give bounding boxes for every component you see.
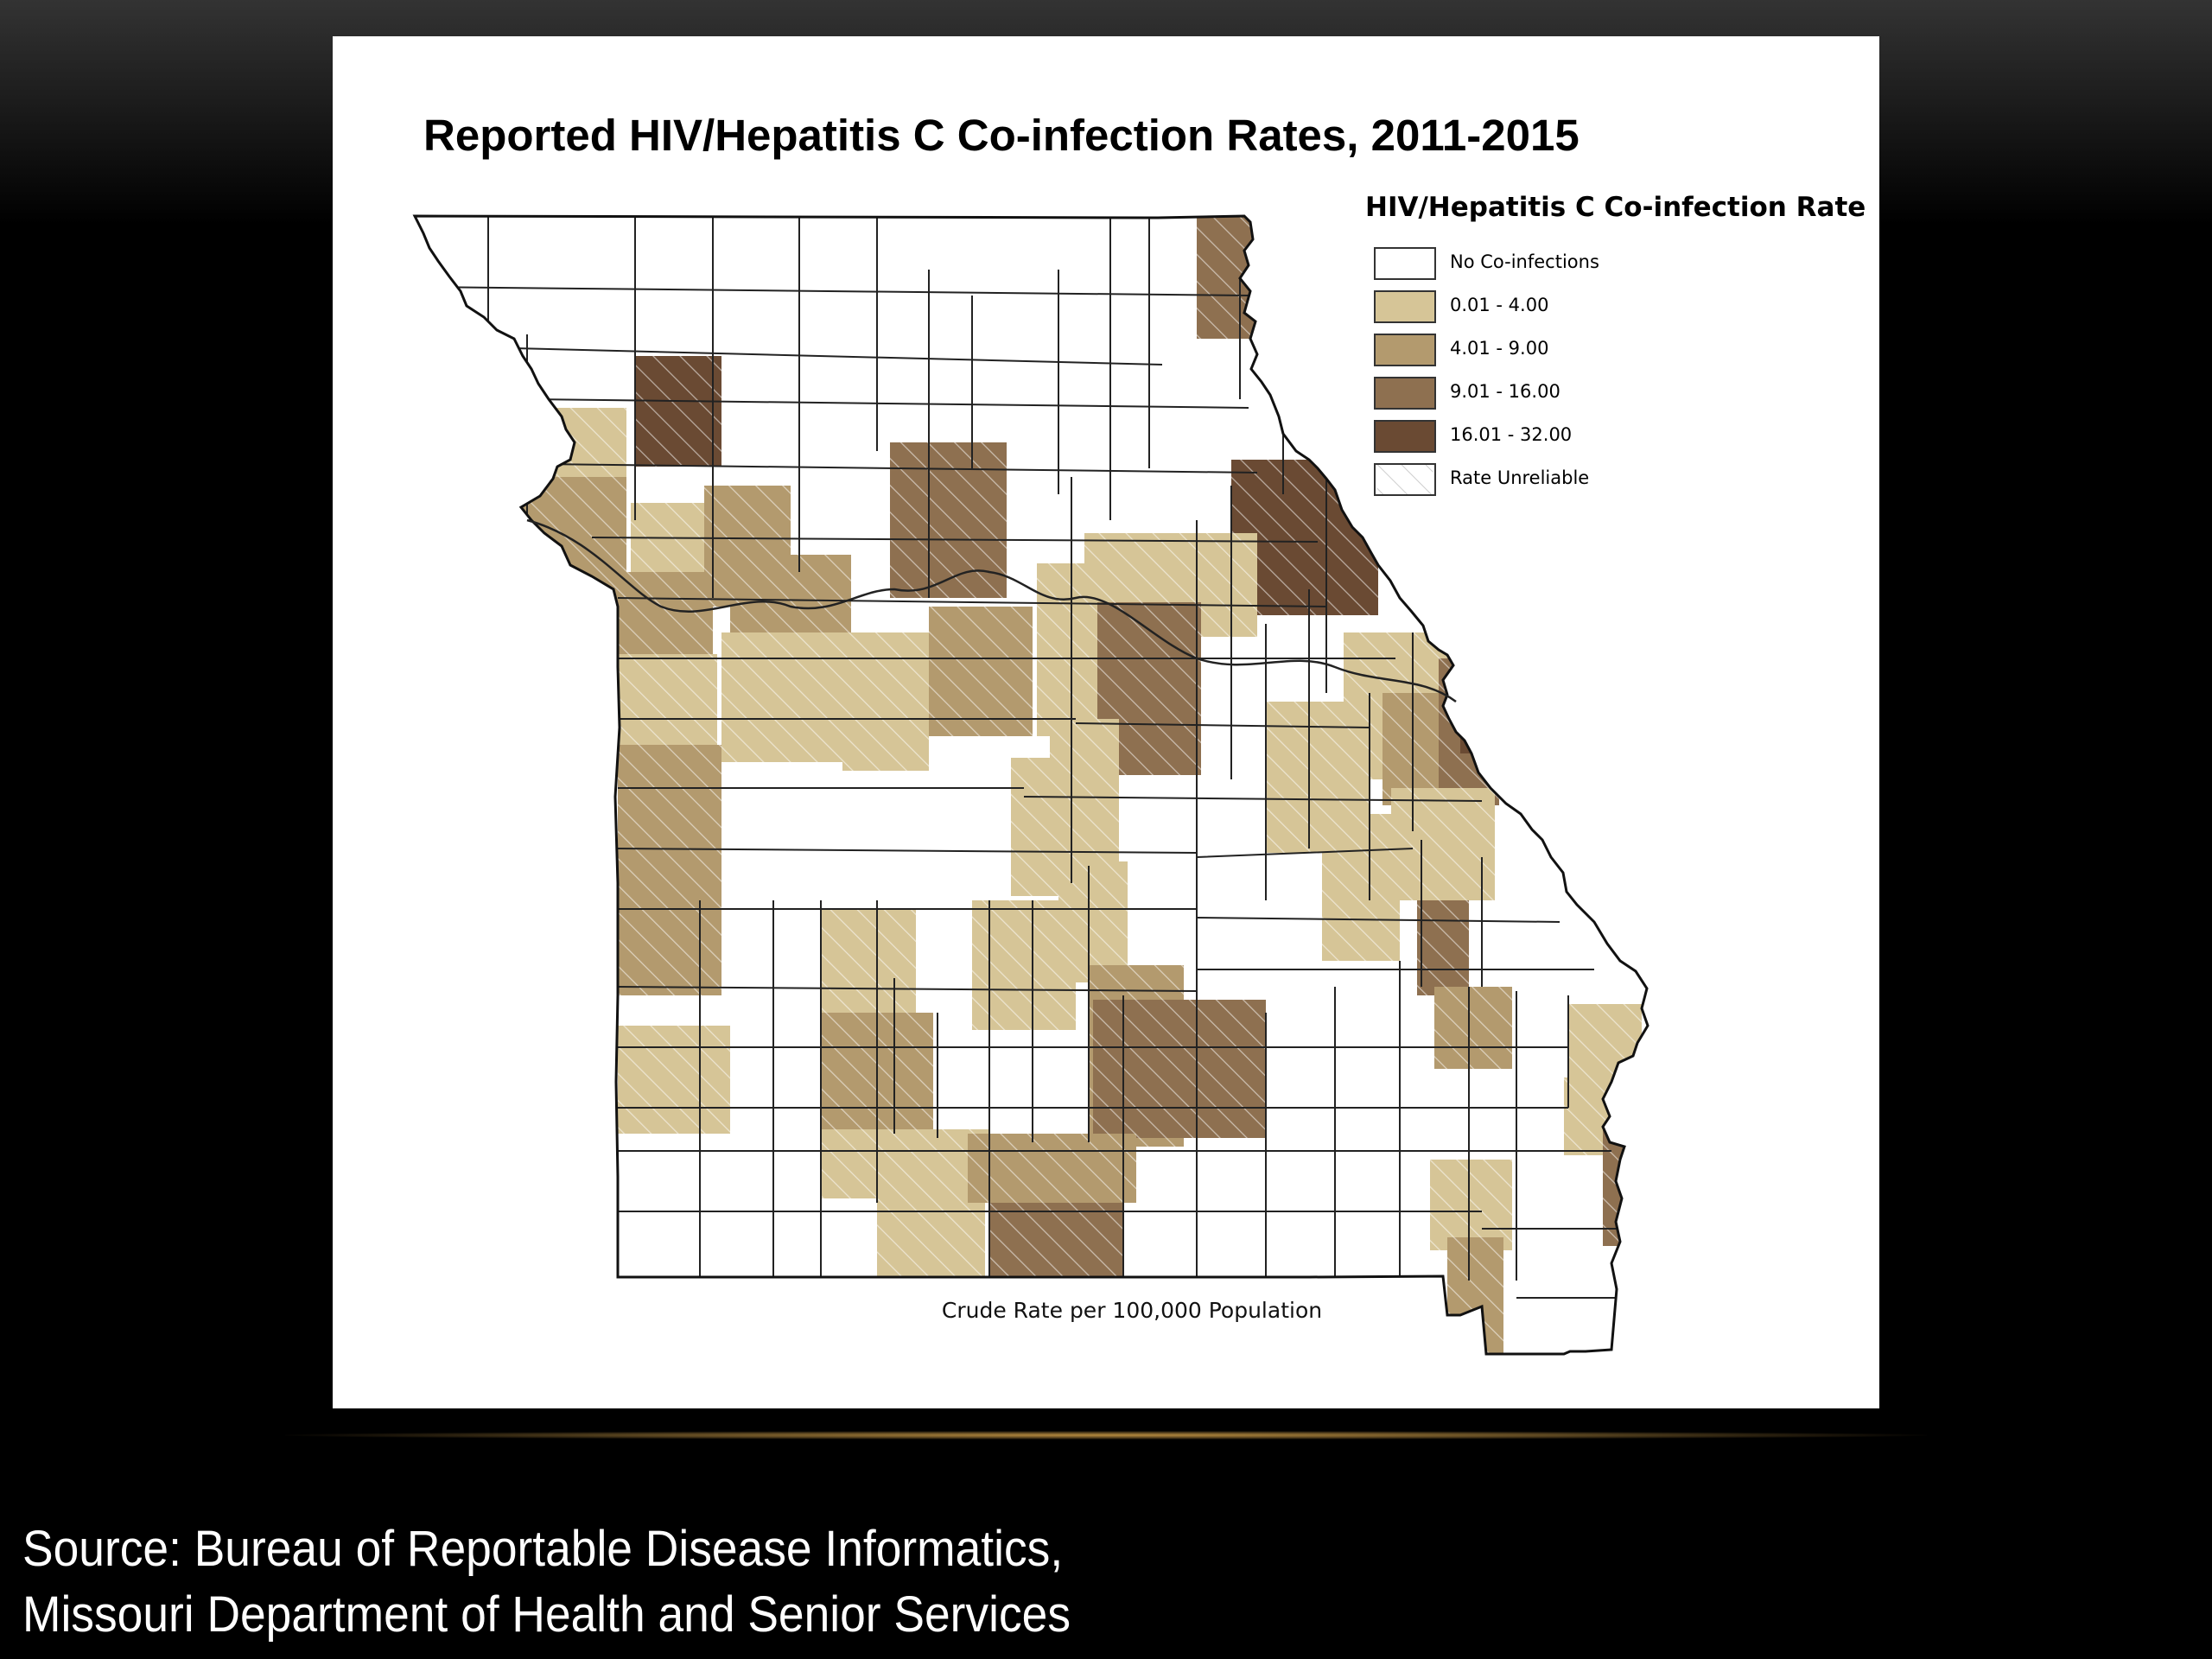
source-line-1: Source: Bureau of Reportable Disease Inf… — [22, 1521, 1064, 1577]
legend-label: 4.01 - 9.00 — [1450, 338, 1549, 359]
legend-label: 16.01 - 32.00 — [1450, 424, 1573, 445]
source-line-2: Missouri Department of Health and Senior… — [22, 1586, 1071, 1643]
legend-swatch-unreliable — [1374, 463, 1436, 496]
state-outline — [412, 214, 1649, 1356]
map-title: Reported HIV/Hepatitis C Co-infection Ra… — [423, 111, 1580, 160]
legend-swatch-highest — [1374, 420, 1436, 453]
legend-title: HIV/Hepatitis C Co-infection Rate — [1365, 192, 1866, 223]
legend-swatch-none — [1374, 247, 1436, 280]
legend-label: No Co-infections — [1450, 251, 1599, 272]
legend-swatch-low — [1374, 290, 1436, 323]
legend-label: Rate Unreliable — [1450, 467, 1590, 488]
legend-label: 9.01 - 16.00 — [1450, 381, 1560, 402]
map-panel: Reported HIV/Hepatitis C Co-infection Ra… — [333, 36, 1879, 1408]
missouri-river — [526, 518, 1457, 703]
legend: HIV/Hepatitis C Co-infection Rate No Co-… — [1365, 192, 1866, 496]
missouri-county-map — [412, 214, 1649, 1356]
source-text: Source: Bureau of Reportable Disease Inf… — [22, 1516, 1071, 1648]
legend-swatch-high — [1374, 377, 1436, 410]
legend-label: 0.01 - 4.00 — [1450, 295, 1549, 315]
map-caption: Crude Rate per 100,000 Population — [941, 1298, 1323, 1323]
legend-swatch-medium — [1374, 334, 1436, 366]
divider-line — [285, 1431, 1927, 1440]
